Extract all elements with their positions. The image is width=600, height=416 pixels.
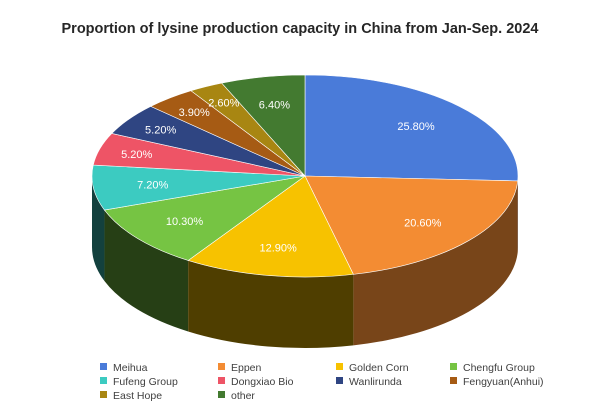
legend-swatch bbox=[218, 363, 225, 370]
legend-label: Chengfu Group bbox=[463, 362, 535, 374]
legend-label: Golden Corn bbox=[349, 362, 409, 374]
data-label-chengfu-group: 10.30% bbox=[166, 216, 204, 228]
legend-swatch bbox=[218, 391, 225, 398]
legend-item-fufeng-group: Fufeng Group bbox=[100, 376, 178, 388]
data-label-golden-corn: 12.90% bbox=[260, 243, 298, 255]
data-label-fengyuan-anhui: 3.90% bbox=[179, 107, 210, 119]
legend-swatch bbox=[336, 377, 343, 384]
pie-slice-other bbox=[221, 74, 306, 177]
legend-item-other: other bbox=[218, 390, 255, 402]
chart-title: Proportion of lysine production capacity… bbox=[61, 21, 539, 37]
legend-swatch bbox=[336, 363, 343, 370]
legend-swatch bbox=[450, 363, 457, 370]
legend-swatch bbox=[450, 377, 457, 384]
pie-side-eppen bbox=[353, 180, 518, 346]
legend-item-wanlirunda: Wanlirunda bbox=[336, 376, 402, 388]
legend-item-east-hope: East Hope bbox=[100, 390, 162, 402]
data-label-dongxiao-bio: 5.20% bbox=[121, 149, 152, 161]
data-label-other: 6.40% bbox=[259, 100, 290, 112]
legend-item-dongxiao-bio: Dongxiao Bio bbox=[218, 376, 293, 388]
data-label-meihua: 25.80% bbox=[397, 121, 435, 133]
pie-side-chengfu-group bbox=[104, 210, 189, 332]
legend-swatch bbox=[100, 377, 107, 384]
data-label-fufeng-group: 7.20% bbox=[137, 180, 168, 192]
data-label-eppen: 20.60% bbox=[404, 218, 442, 230]
legend-label: Eppen bbox=[231, 362, 262, 374]
pie-slice-eppen bbox=[304, 175, 519, 275]
pie-side-golden-corn bbox=[188, 260, 354, 349]
data-label-east-hope: 2.60% bbox=[208, 98, 239, 110]
pie-side-fufeng-group bbox=[92, 176, 105, 282]
legend-swatch bbox=[100, 391, 107, 398]
pie-slice-chengfu-group bbox=[103, 175, 306, 261]
legend-item-fengyuan-anhui: Fengyuan(Anhui) bbox=[450, 376, 544, 388]
legend-label: East Hope bbox=[113, 390, 163, 402]
legend-label: other bbox=[231, 390, 255, 402]
data-label-wanlirunda: 5.20% bbox=[145, 124, 176, 136]
legend-item-meihua: Meihua bbox=[100, 362, 147, 374]
legend-item-eppen: Eppen bbox=[218, 362, 261, 374]
legend-swatch bbox=[218, 377, 225, 384]
legend-swatch bbox=[100, 363, 107, 370]
pie-slice-golden-corn bbox=[187, 175, 354, 278]
legend-item-chengfu-group: Chengfu Group bbox=[450, 362, 535, 374]
legend-label: Wanlirunda bbox=[349, 376, 402, 388]
legend-label: Fufeng Group bbox=[113, 376, 178, 388]
legend-label: Dongxiao Bio bbox=[231, 376, 294, 388]
legend-item-golden-corn: Golden Corn bbox=[336, 362, 409, 374]
legend-label: Fengyuan(Anhui) bbox=[463, 376, 544, 388]
pie-slice-meihua bbox=[304, 74, 519, 182]
legend-label: Meihua bbox=[113, 362, 148, 374]
